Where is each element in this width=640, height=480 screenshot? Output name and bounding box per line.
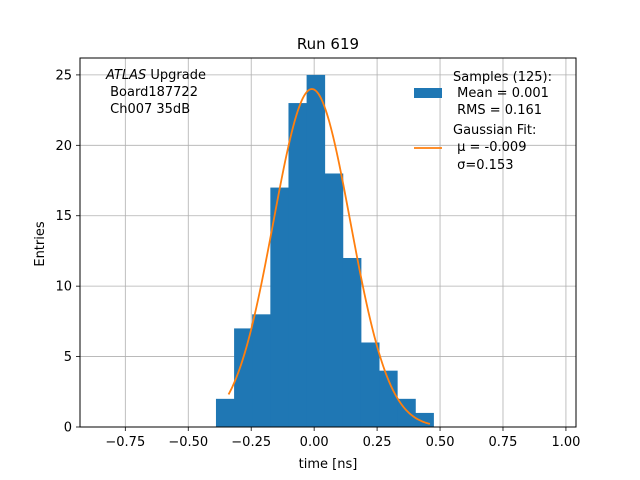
annotation-upgrade: Upgrade (146, 68, 206, 83)
histogram-bar (360, 342, 380, 427)
legend-samples-line-2: Mean = 0.001 (453, 86, 549, 101)
y-axis-label: Entries (33, 221, 48, 267)
legend: Samples (125): Mean = 0.001 RMS = 0.161 … (414, 70, 552, 173)
x-tick-label: −0.75 (105, 435, 145, 450)
legend-fit-line-3: σ=0.153 (453, 158, 513, 173)
histogram-bar (306, 74, 326, 428)
gaussian-fit-curve (227, 88, 431, 425)
y-tick-label: 20 (55, 139, 72, 154)
y-tick-label: 10 (55, 280, 72, 295)
x-tick-label: 0.75 (489, 435, 518, 450)
histogram-bar (252, 314, 271, 427)
y-tick-label: 15 (55, 209, 72, 224)
legend-samples-line-1: Samples (125): (453, 70, 552, 85)
x-tick-label: 0.00 (300, 435, 329, 450)
histogram-bar (324, 173, 344, 427)
annotation-italic: ATLAS (105, 68, 146, 83)
plot-frame (79, 57, 577, 428)
x-tick-label: 0.25 (363, 435, 392, 450)
legend-samples-line-3: RMS = 0.161 (453, 103, 542, 118)
x-tick-label: 1.00 (551, 435, 580, 450)
x-tick-label: −0.50 (168, 435, 208, 450)
histogram-bar (342, 257, 362, 427)
histogram-bars (215, 74, 434, 428)
histogram-bar (215, 398, 235, 427)
x-tick-label: 0.50 (426, 435, 455, 450)
annotation-line-3: Ch007 35dB (106, 102, 190, 117)
fit-curve-layer (227, 88, 431, 425)
histogram-bar (288, 103, 307, 428)
detector-annotation: ATLAS Upgrade Board187722 Ch007 35dB (105, 68, 206, 117)
histogram-bar (379, 370, 398, 427)
annotation-line-1: ATLAS Upgrade (105, 68, 206, 83)
legend-fit-line-1: Gaussian Fit: (453, 123, 536, 138)
chart-title: Run 619 (297, 35, 359, 53)
axis-ticks: −0.75 −0.50 −0.25 0.00 0.25 0.50 0.75 1.00 0 5 10 1… (55, 68, 580, 450)
x-tick-label: −0.25 (231, 435, 271, 450)
legend-fit-line-2: μ = -0.009 (453, 140, 526, 155)
y-tick-label: 25 (55, 68, 72, 83)
annotation-line-2: Board187722 (106, 85, 198, 100)
x-axis-label: time [ns] (299, 457, 358, 472)
y-tick-label: 5 (64, 350, 72, 365)
legend-swatch-samples (414, 88, 442, 98)
histogram-bar (234, 328, 253, 427)
y-tick-label: 0 (64, 421, 72, 436)
histogram-bar (270, 187, 289, 427)
